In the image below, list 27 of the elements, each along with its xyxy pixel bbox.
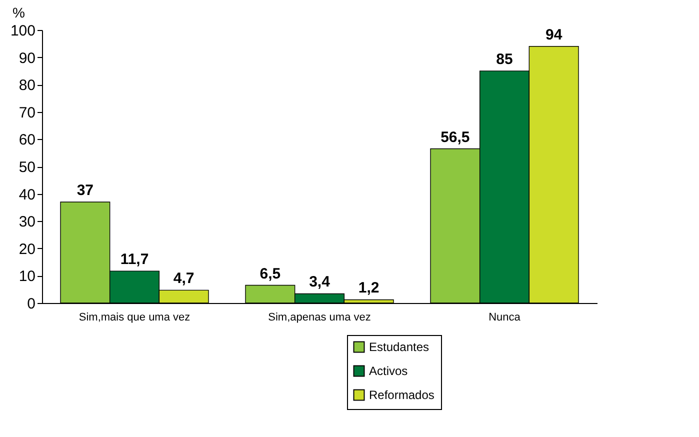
y-axis-title: %	[12, 4, 25, 20]
y-tick-label: 50	[18, 159, 36, 176]
y-tick-label: 60	[18, 132, 36, 149]
y-tick-label: 90	[18, 50, 36, 67]
y-tick-label: 40	[18, 186, 36, 204]
data-label: 6,5	[260, 265, 281, 282]
y-tick-label: 30	[18, 214, 36, 231]
x-tick-label: Sim,mais que uma vez	[78, 312, 190, 324]
legend-label: Activos	[369, 364, 408, 378]
data-label: 3,4	[309, 274, 331, 291]
data-label: 85	[496, 50, 513, 68]
y-tick-label: 100	[10, 22, 36, 40]
data-label: 56,5	[440, 128, 470, 146]
y-tick-label: 0	[27, 296, 36, 312]
data-label: 4,7	[173, 270, 194, 288]
data-label: 94	[545, 26, 563, 44]
x-tick-label: Nunca	[488, 312, 522, 324]
legend-label: Estudantes	[369, 340, 430, 354]
data-label: 11,7	[120, 251, 149, 268]
y-tick-label: 80	[18, 77, 36, 94]
y-tick-label: 20	[18, 240, 36, 258]
x-tick-label: Sim,apenas uma vez	[268, 312, 371, 324]
y-tick-label: 70	[18, 104, 36, 122]
legend-label: Reformados	[369, 388, 434, 402]
data-label: 1,2	[358, 280, 380, 297]
data-label: 37	[76, 182, 94, 199]
y-tick-label: 10	[18, 268, 36, 286]
